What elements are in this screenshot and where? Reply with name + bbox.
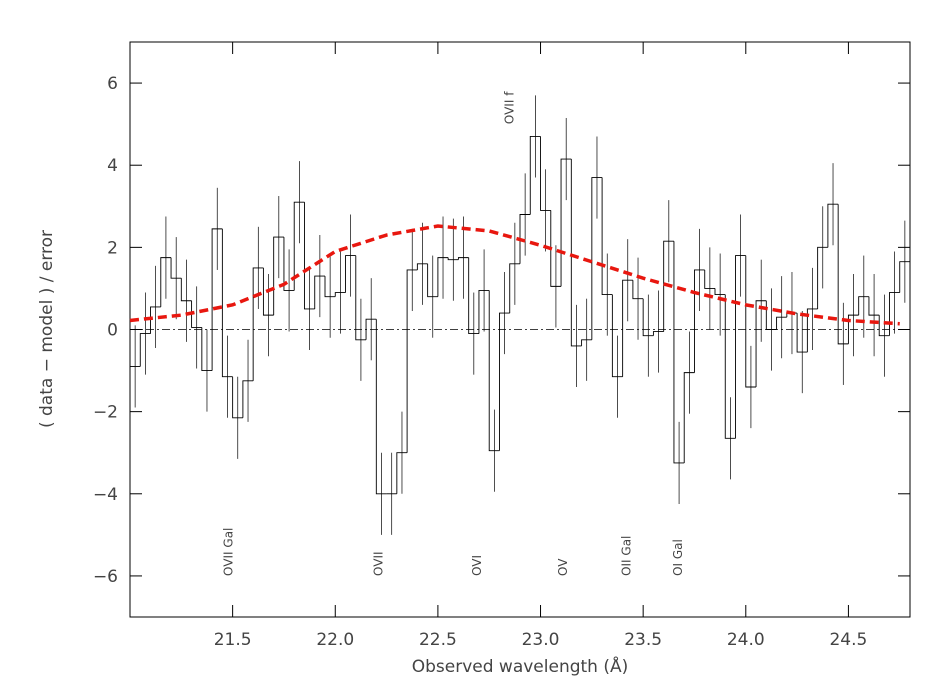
x-tick-label: 22.5 bbox=[419, 630, 457, 650]
histogram-bin bbox=[550, 210, 562, 287]
histogram-bin bbox=[765, 300, 777, 330]
histogram-bin bbox=[416, 263, 428, 270]
y-axis-label: ( data − model ) / error bbox=[37, 230, 57, 428]
y-tick-label: 0 bbox=[107, 321, 118, 341]
histogram-bin bbox=[406, 269, 418, 453]
histogram-bin bbox=[160, 257, 172, 307]
histogram-bin bbox=[755, 300, 767, 387]
x-tick-label: 24.0 bbox=[727, 630, 765, 650]
histogram-bin bbox=[806, 308, 818, 353]
histogram-bin bbox=[252, 267, 264, 381]
histogram-bin bbox=[211, 228, 223, 371]
x-tick-label: 23.0 bbox=[522, 630, 560, 650]
histogram-bin bbox=[868, 296, 880, 316]
y-tick-label: 6 bbox=[107, 74, 118, 94]
histogram-bin bbox=[899, 261, 910, 293]
line-label: OVI bbox=[470, 555, 484, 576]
histogram-bin bbox=[365, 318, 377, 340]
histogram-bin bbox=[858, 296, 869, 316]
histogram-bin bbox=[170, 257, 182, 279]
histogram-bin bbox=[355, 255, 367, 341]
histogram-bin bbox=[837, 204, 849, 345]
histogram-bin bbox=[293, 201, 305, 291]
histogram-bin bbox=[283, 237, 295, 291]
histogram-bin bbox=[242, 380, 254, 418]
line-label: OI Gal bbox=[671, 539, 685, 576]
histogram-bin bbox=[396, 452, 408, 494]
y-tick-label: 2 bbox=[107, 238, 118, 258]
histogram-bin bbox=[324, 276, 336, 298]
histogram-bin bbox=[478, 290, 490, 334]
histogram-bin bbox=[519, 214, 531, 264]
histogram-bin bbox=[704, 269, 715, 289]
histogram-bin bbox=[560, 158, 572, 287]
histogram-bin bbox=[345, 255, 356, 293]
histogram-bin bbox=[262, 267, 274, 316]
histogram-bin bbox=[488, 290, 500, 452]
histogram-bin bbox=[232, 376, 243, 419]
histogram-bin bbox=[570, 159, 582, 347]
y-tick-label: 4 bbox=[107, 156, 118, 176]
line-label: OV bbox=[556, 558, 570, 576]
x-axis-label: Observed wavelength (Å) bbox=[412, 655, 629, 677]
histogram-bin bbox=[622, 279, 633, 377]
histogram-bin bbox=[334, 292, 346, 297]
histogram-bin bbox=[191, 300, 202, 328]
histogram-bin bbox=[427, 263, 438, 298]
line-label: OII Gal bbox=[620, 536, 634, 576]
histogram-bin bbox=[847, 314, 859, 344]
histogram-bin bbox=[827, 203, 839, 248]
histogram-bin bbox=[221, 228, 233, 378]
histogram-bin bbox=[581, 339, 592, 346]
histogram-bin bbox=[878, 315, 890, 337]
histogram-bin bbox=[663, 240, 674, 332]
histogram-bin bbox=[375, 319, 387, 495]
histogram-bin bbox=[724, 294, 736, 439]
line-label: OVII bbox=[371, 551, 385, 576]
x-tick-label: 24.5 bbox=[829, 630, 867, 650]
histogram-bin bbox=[694, 269, 705, 373]
histogram-bin bbox=[529, 136, 541, 215]
histogram-bin bbox=[499, 312, 510, 451]
histogram-bin bbox=[180, 278, 192, 302]
x-tick-label: 23.5 bbox=[624, 630, 662, 650]
histogram-bin bbox=[745, 255, 757, 388]
histogram-bin bbox=[796, 313, 808, 353]
histogram-bin bbox=[673, 241, 685, 464]
y-tick-label: −6 bbox=[93, 567, 118, 587]
histogram-bin bbox=[509, 263, 520, 314]
x-tick-label: 21.5 bbox=[214, 630, 252, 650]
histogram-bin bbox=[591, 177, 603, 340]
histogram-bin bbox=[611, 294, 623, 378]
y-tick-label: −2 bbox=[93, 403, 118, 423]
histogram-bin bbox=[468, 257, 479, 335]
histogram-bin bbox=[150, 306, 161, 334]
histogram-bin bbox=[139, 333, 151, 367]
histogram-bin bbox=[314, 275, 325, 309]
histogram-bin bbox=[540, 136, 551, 211]
y-tick-label: −4 bbox=[93, 485, 118, 505]
model-curve bbox=[129, 224, 900, 326]
histogram-bin bbox=[817, 246, 828, 309]
histogram-bin bbox=[201, 327, 213, 372]
histogram-bin bbox=[601, 177, 613, 296]
histogram-bin bbox=[652, 331, 664, 336]
histogram-bin bbox=[304, 202, 315, 310]
histogram-bin bbox=[457, 257, 469, 260]
histogram-bin bbox=[776, 316, 787, 330]
line-label: OVII Gal bbox=[222, 528, 236, 576]
line-label: OVII f bbox=[503, 91, 517, 124]
histogram-bin bbox=[889, 292, 900, 336]
histogram-bin bbox=[447, 257, 459, 261]
histogram-bin bbox=[642, 298, 654, 337]
histogram-bin bbox=[735, 255, 746, 439]
histogram-bin bbox=[437, 257, 449, 297]
histogram-bin bbox=[714, 288, 726, 296]
histogram-bin bbox=[683, 372, 695, 463]
x-tick-label: 22.0 bbox=[316, 630, 354, 650]
histogram-bin bbox=[632, 280, 644, 300]
